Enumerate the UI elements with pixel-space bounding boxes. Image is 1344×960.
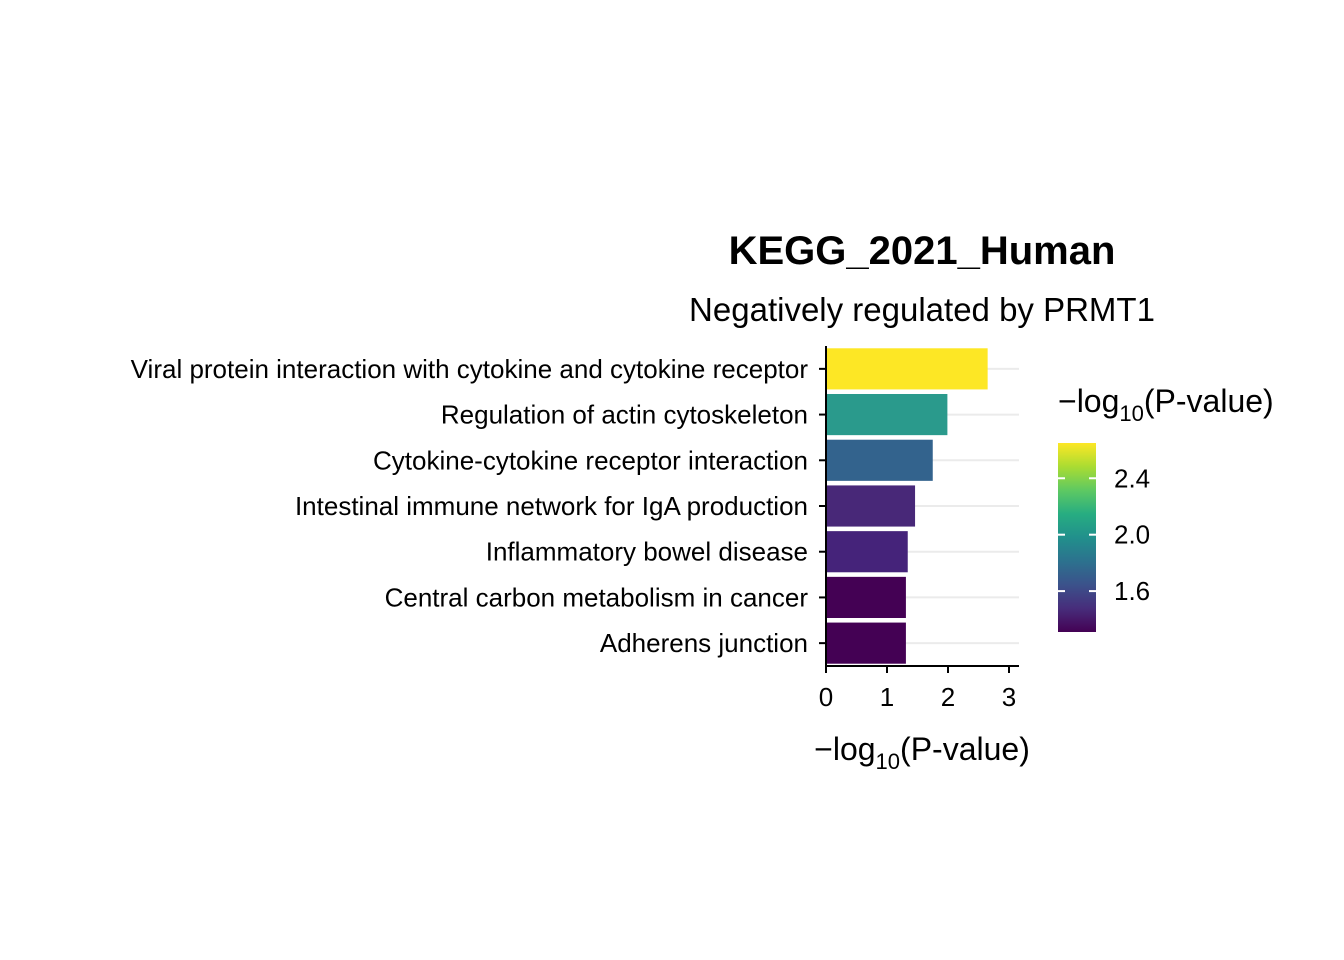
bar: [826, 485, 916, 527]
x-tick-label: 2: [941, 682, 955, 712]
chart-subtitle: Negatively regulated by PRMT1: [689, 291, 1155, 328]
bar: [826, 622, 906, 664]
category-label: Adherens junction: [600, 628, 808, 658]
bar: [826, 439, 933, 481]
category-label: Central carbon metabolism in cancer: [385, 582, 809, 612]
category-label: Cytokine-cytokine receptor interaction: [373, 445, 808, 475]
category-label: Regulation of actin cytoskeleton: [441, 400, 808, 430]
bar: [826, 531, 908, 573]
bar: [826, 348, 988, 390]
bar: [826, 394, 948, 436]
legend-tick-label: 2.0: [1114, 520, 1150, 550]
legend-tick-label: 1.6: [1114, 576, 1150, 606]
category-label: Inflammatory bowel disease: [486, 537, 808, 567]
category-label: Viral protein interaction with cytokine …: [131, 354, 809, 384]
bar: [826, 576, 906, 618]
chart-title: KEGG_2021_Human: [729, 229, 1116, 273]
x-tick-label: 1: [880, 682, 894, 712]
legend-ticks: 1.6 2.0 2.4: [1058, 463, 1150, 606]
colorbar: [1058, 443, 1096, 632]
x-tick-label: 0: [819, 682, 833, 712]
color-legend: −log10(P-value) 1.6 2.0 2.4: [1058, 383, 1274, 632]
category-labels: Viral protein interaction with cytokine …: [131, 354, 826, 658]
x-axis-ticks: 0 1 2 3: [819, 666, 1016, 712]
x-axis-title: −log10(P-value): [814, 731, 1030, 774]
legend-tick-label: 2.4: [1114, 463, 1150, 493]
x-tick-label: 3: [1002, 682, 1016, 712]
bars: [826, 348, 988, 664]
legend-title: −log10(P-value): [1058, 383, 1274, 426]
category-label: Intestinal immune network for IgA produc…: [295, 491, 808, 521]
